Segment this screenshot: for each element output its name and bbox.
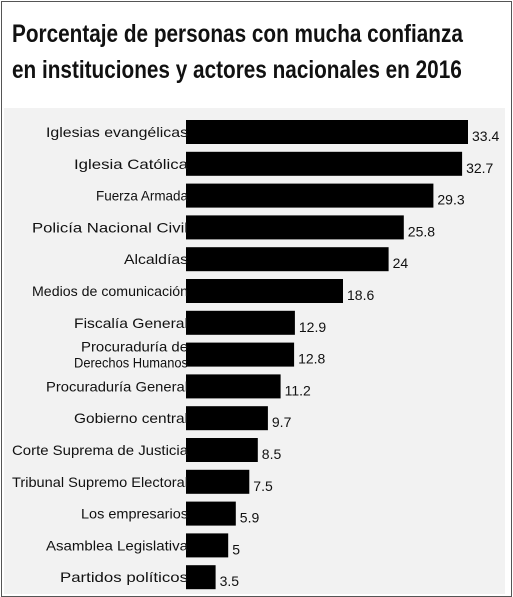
category-label: Iglesias evangélicas: [46, 124, 188, 140]
chart-title-line-2: en instituciones y actores nacionales en…: [12, 56, 462, 84]
value-label: 12.9: [299, 319, 326, 335]
bar: [186, 533, 229, 558]
bar: [186, 374, 281, 399]
category-label: Policía Nacional Civil: [32, 219, 188, 235]
bar: [186, 151, 463, 176]
category-label: Los empresarios: [81, 506, 188, 522]
category-label: Procuraduría General: [46, 378, 188, 394]
chart-title-line-1: Porcentaje de personas con mucha confian…: [12, 20, 463, 48]
value-label: 33.4: [472, 128, 499, 144]
category-label: Medios de comunicación: [32, 283, 188, 299]
bar: [186, 120, 468, 144]
category-label: Tribunal Supremo Electoral: [12, 474, 188, 490]
value-label: 25.8: [408, 223, 435, 239]
category-label: Iglesia Católica: [74, 156, 188, 172]
value-label: 12.8: [298, 351, 325, 367]
category-label: Fiscalía General: [74, 315, 188, 331]
value-label: 29.3: [437, 192, 464, 208]
bar: [186, 215, 404, 240]
bar: [186, 247, 389, 272]
chart-panel: Iglesias evangélicas 33.4 Iglesia Católica…: [4, 108, 505, 594]
chart-title: Porcentaje de personas con mucha confian…: [12, 16, 463, 88]
bar: [186, 342, 295, 367]
value-label: 7.5: [253, 478, 273, 494]
bar: [186, 183, 434, 208]
value-label: 32.7: [466, 160, 493, 176]
value-label: 24: [393, 255, 409, 271]
bar: [186, 565, 216, 590]
value-label: 8.5: [262, 446, 282, 462]
category-label: Partidos políticos: [60, 569, 188, 585]
bar: [186, 279, 343, 303]
value-label: 11.2: [285, 382, 311, 398]
bar: [186, 438, 258, 462]
category-label: Gobierno central: [74, 410, 188, 426]
value-label: 5.9: [240, 510, 260, 526]
value-label: 9.7: [272, 414, 292, 430]
category-label: Fuerza Armada: [96, 188, 188, 204]
bar-chart: Iglesias evangélicas 33.4 Iglesia Católica…: [12, 120, 499, 590]
category-label: Asamblea Legislativa: [46, 537, 188, 553]
category-label: Derechos Humanos: [74, 355, 188, 371]
bar: [186, 469, 250, 494]
value-label: 5: [232, 541, 240, 557]
category-label: Procuraduría de: [81, 339, 188, 355]
value-label: 3.5: [220, 573, 240, 589]
bar: [186, 310, 295, 335]
bar: [186, 501, 236, 526]
category-label: Corte Suprema de Justicia: [12, 442, 188, 458]
bar: [186, 406, 268, 431]
value-label: 18.6: [347, 287, 374, 303]
category-label: Alcaldías: [124, 251, 188, 267]
